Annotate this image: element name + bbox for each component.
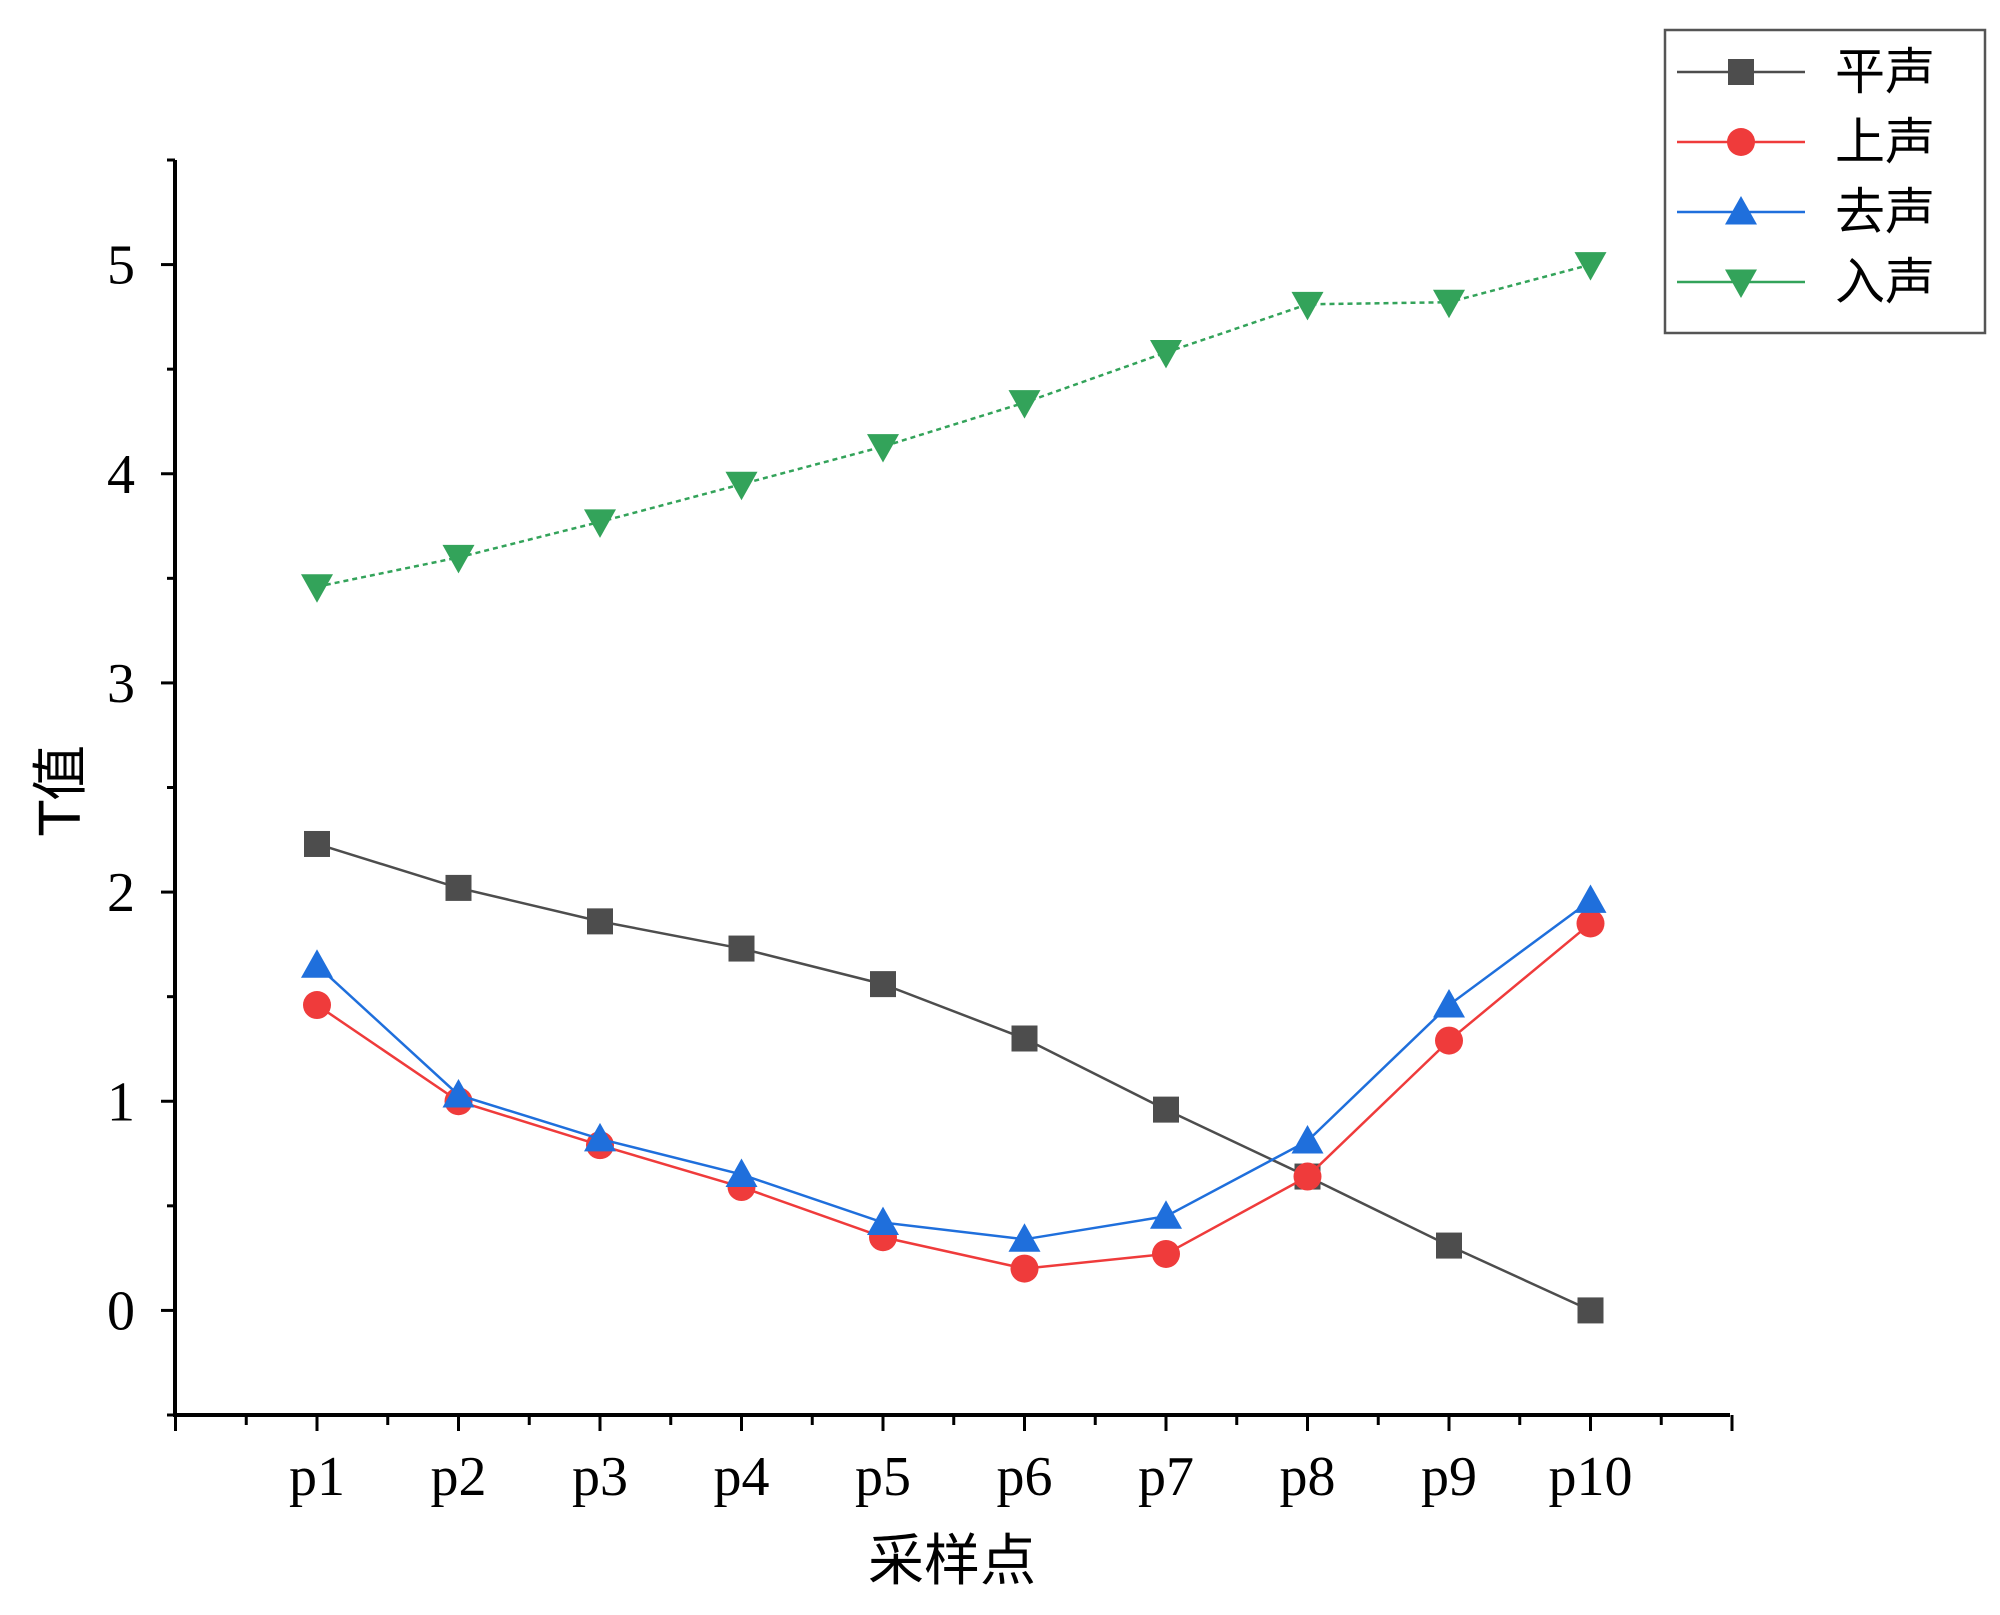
data-point bbox=[1152, 1239, 1180, 1268]
data-point bbox=[1433, 989, 1465, 1018]
x-tick-label: p7 bbox=[1138, 1446, 1194, 1508]
legend-marker bbox=[1725, 196, 1757, 225]
x-tick-label: p6 bbox=[997, 1446, 1053, 1508]
data-point bbox=[1576, 909, 1605, 938]
series-line bbox=[316, 922, 1592, 1270]
data-point bbox=[1436, 1232, 1462, 1259]
data-point bbox=[1153, 1096, 1179, 1123]
x-tick-label: p1 bbox=[289, 1446, 345, 1508]
data-point bbox=[584, 1122, 616, 1152]
legend-item: 去声 bbox=[1677, 183, 1935, 241]
legend-label: 上声 bbox=[1835, 113, 1935, 171]
legend-item: 入声 bbox=[1677, 253, 1935, 311]
y-tick-label: 5 bbox=[107, 235, 135, 297]
data-point bbox=[1150, 1200, 1182, 1229]
data-point bbox=[301, 949, 333, 978]
y-tick-label: 2 bbox=[107, 862, 135, 924]
axes: 0 1 2 3 4 5 p1 p2 p3 p4 p5 p6 p7 p8 p9 p10 bbox=[107, 158, 1734, 1508]
legend-label: 入声 bbox=[1835, 253, 1935, 311]
series-line bbox=[316, 263, 1591, 588]
series-triangle-up bbox=[301, 884, 1607, 1252]
y-tick-label: 0 bbox=[107, 1280, 135, 1342]
data-point bbox=[1293, 1162, 1322, 1191]
legend-label: 平声 bbox=[1835, 43, 1935, 101]
data-point bbox=[1291, 291, 1324, 321]
legend-marker bbox=[1725, 269, 1757, 298]
x-tick-label: p8 bbox=[1280, 1446, 1336, 1508]
data-point bbox=[1574, 252, 1607, 281]
series-line bbox=[316, 842, 1592, 1312]
data-point bbox=[1577, 1297, 1604, 1324]
legend-label: 去声 bbox=[1835, 183, 1935, 241]
data-point bbox=[728, 935, 755, 962]
y-tick-label: 4 bbox=[107, 444, 135, 506]
y-tick-label: 3 bbox=[107, 653, 135, 715]
data-point bbox=[1435, 1026, 1463, 1055]
x-tick-label: p5 bbox=[855, 1446, 911, 1508]
legend-box bbox=[1663, 28, 1987, 335]
data-point bbox=[870, 971, 896, 998]
data-point bbox=[725, 471, 758, 501]
data-point bbox=[1008, 390, 1041, 419]
legend-item: 平声 bbox=[1677, 43, 1935, 101]
data-point bbox=[304, 830, 330, 857]
data-point bbox=[867, 434, 899, 463]
data-point bbox=[587, 908, 613, 935]
data-point bbox=[442, 1078, 475, 1108]
data-point bbox=[1433, 289, 1465, 319]
x-tick-label: p2 bbox=[431, 1446, 487, 1508]
data-point bbox=[442, 544, 475, 574]
x-tick-label: p10 bbox=[1549, 1446, 1633, 1508]
series-line bbox=[316, 899, 1592, 1241]
data-point bbox=[303, 991, 331, 1020]
data-point bbox=[1010, 1254, 1039, 1283]
legend-marker bbox=[1727, 128, 1755, 156]
y-tick-label: 1 bbox=[107, 1071, 135, 1133]
series-triangle-down bbox=[301, 252, 1607, 603]
x-axis-ticks: p1 p2 p3 p4 p5 p6 p7 p8 p9 p10 bbox=[174, 1415, 1734, 1508]
legend-marker bbox=[1728, 59, 1754, 85]
data-point bbox=[445, 874, 472, 901]
data-point bbox=[867, 1206, 899, 1236]
series-square bbox=[304, 830, 1604, 1324]
x-tick-label: p3 bbox=[572, 1446, 628, 1508]
y-axis-ticks: 0 1 2 3 4 5 bbox=[107, 158, 175, 1417]
data-point bbox=[301, 574, 333, 603]
data-point bbox=[584, 509, 616, 538]
data-point bbox=[1011, 1025, 1038, 1052]
x-tick-label: p9 bbox=[1421, 1446, 1477, 1508]
legend-item: 上声 bbox=[1677, 113, 1935, 171]
data-point bbox=[1574, 884, 1607, 913]
data-point bbox=[1291, 1124, 1324, 1154]
data-point bbox=[1150, 339, 1182, 369]
data-point bbox=[1008, 1223, 1041, 1252]
x-tick-label: p4 bbox=[714, 1446, 770, 1508]
y-axis-title: T值 bbox=[29, 745, 94, 836]
series-group bbox=[301, 252, 1607, 1324]
data-point bbox=[725, 1158, 758, 1187]
x-axis-title: 采样点 bbox=[868, 1529, 1036, 1594]
